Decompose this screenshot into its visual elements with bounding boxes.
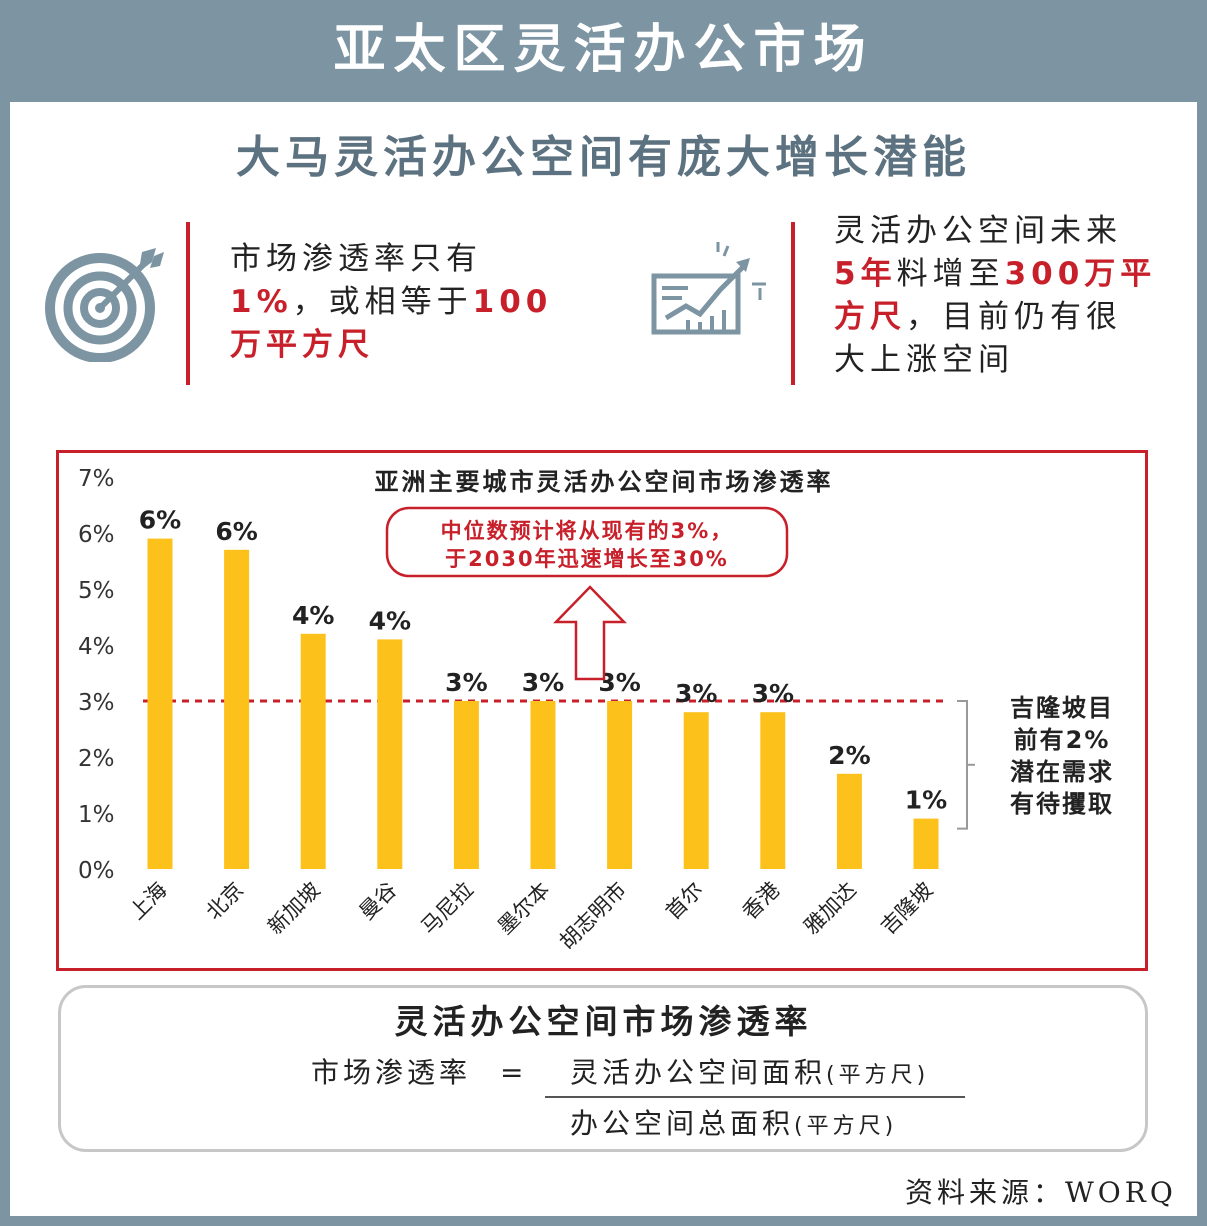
source-note: 资料来源：WORQ [905, 1176, 1177, 1209]
bar [147, 538, 173, 869]
growth-chart-icon [651, 242, 766, 335]
side-note-line: 前有2% [1014, 726, 1111, 754]
data-label: 3% [752, 679, 794, 708]
y-tick-label: 4% [78, 634, 115, 660]
category-label: 上海 [125, 878, 172, 925]
bar [453, 701, 479, 869]
bar [530, 701, 556, 869]
data-label: 3% [522, 668, 564, 697]
formula-lhs: 市场渗透率 [311, 1056, 472, 1089]
data-label: 3% [598, 668, 640, 697]
category-label: 首尔 [661, 878, 708, 925]
headline: 大马灵活办公空间有庞大增长潜能 [236, 132, 971, 183]
y-tick-label: 2% [78, 746, 115, 772]
data-label: 1% [905, 786, 947, 815]
bar [836, 773, 862, 869]
y-tick-label: 0% [78, 858, 115, 884]
callout-line1: 中位数预计将从现有的3%， [441, 519, 734, 543]
fraction-line [545, 1096, 965, 1098]
category-label: 吉隆坡 [876, 878, 938, 940]
divider-left [186, 222, 190, 385]
formula-denominator: 办公空间总面积(平方尺) [570, 1107, 898, 1140]
bar-chart: 0%1%2%3%4%5%6%7% 6% 6%4% 4%3% 3% 3% 3% 3%2%1% … [78, 466, 1114, 954]
info-right-line4: 大上涨空间 [834, 342, 1014, 378]
category-label: 新加坡 [263, 878, 325, 940]
formula-numerator: 灵活办公空间面积(平方尺) [570, 1056, 930, 1089]
bar [913, 818, 939, 869]
side-bracket [957, 700, 968, 830]
chart-title: 亚洲主要城市灵活办公空间市场渗透率 [375, 468, 834, 496]
callout-line2: 于2030年迅速增长至30% [445, 547, 729, 571]
y-tick-label: 6% [78, 522, 115, 548]
formula-title: 灵活办公空间市场渗透率 [394, 1002, 813, 1041]
formula-equals: = [500, 1056, 524, 1089]
formula-box [58, 985, 1148, 1152]
target-icon [45, 248, 164, 362]
side-note-line: 吉隆坡目 [1010, 694, 1114, 722]
data-label: 3% [675, 679, 717, 708]
category-label: 香港 [738, 878, 785, 925]
data-label: 6% [215, 517, 257, 546]
bar [300, 633, 326, 869]
info-left-text: 市场渗透率只有 1%，或相等于100 万平方尺 [230, 238, 570, 367]
category-label: 马尼拉 [416, 878, 478, 940]
y-tick-label: 5% [78, 578, 115, 604]
info-left-line2: 1%，或相等于100 [230, 284, 553, 320]
info-left-line3: 万平方尺 [230, 327, 374, 363]
category-label: 胡志明市 [555, 878, 631, 954]
data-label: 2% [828, 741, 870, 770]
bar [224, 549, 250, 869]
data-label: 4% [292, 601, 334, 630]
data-label: 4% [369, 606, 411, 635]
side-note-line: 有待攫取 [1010, 790, 1114, 818]
page-title: 亚太区灵活办公市场 [333, 20, 874, 80]
info-right-line1: 灵活办公空间未来 [834, 213, 1122, 249]
data-label: 6% [139, 506, 181, 535]
info-right-text: 灵活办公空间未来 5年料增至300万平 方尺，目前仍有很 大上涨空间 [834, 210, 1179, 382]
bar [607, 701, 633, 869]
bar [377, 639, 403, 869]
y-tick-label: 1% [78, 802, 115, 828]
divider-right [791, 222, 795, 385]
y-tick-label: 7% [78, 466, 115, 492]
side-note-line: 潜在需求 [1010, 758, 1114, 786]
y-tick-label: 3% [78, 690, 115, 716]
category-label: 曼谷 [355, 878, 402, 925]
data-label: 3% [445, 668, 487, 697]
bar [683, 712, 709, 869]
info-left-line1: 市场渗透率只有 [230, 241, 482, 277]
info-right-line3: 方尺，目前仍有很 [834, 299, 1122, 335]
category-label: 雅加达 [799, 878, 861, 940]
category-label: 墨尔本 [493, 878, 555, 940]
callout-box [385, 506, 789, 578]
category-label: 北京 [201, 878, 248, 925]
bar [760, 712, 786, 869]
up-arrow-icon [553, 585, 627, 681]
info-right-line2: 5年料增至300万平 [834, 256, 1157, 292]
